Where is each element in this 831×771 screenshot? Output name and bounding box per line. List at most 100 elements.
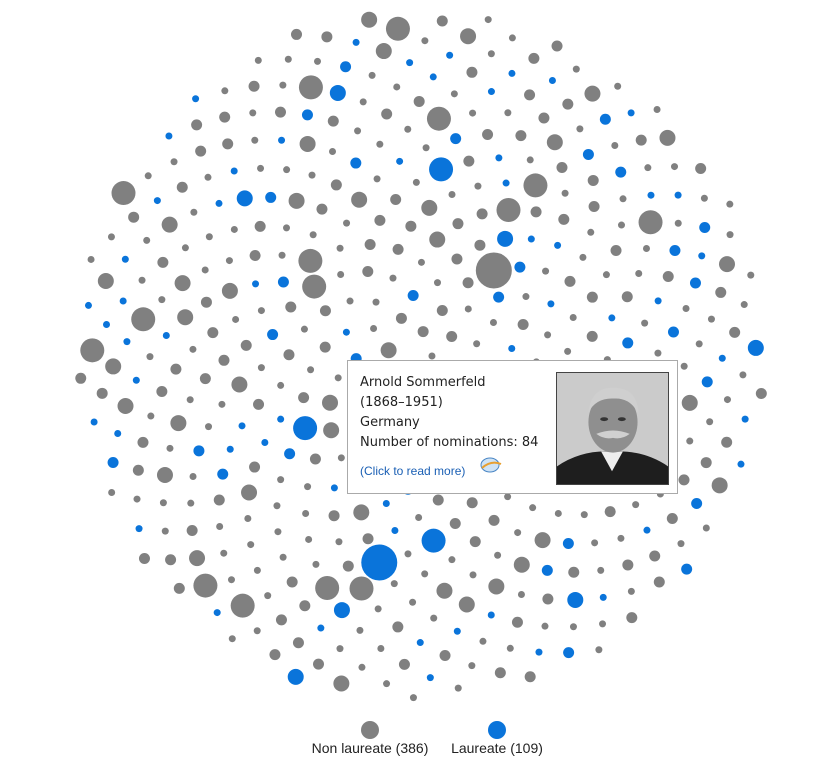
nominee-bubble xyxy=(614,82,622,90)
nominee-bubble xyxy=(621,291,633,303)
nominee-bubble xyxy=(156,385,168,397)
nominee-bubble xyxy=(75,372,87,384)
nominee-bubble xyxy=(251,136,259,144)
nominee-bubble xyxy=(715,286,727,298)
nominee-bubble xyxy=(615,166,627,178)
nominee-bubble xyxy=(460,28,477,45)
nominee-bubble xyxy=(597,566,605,574)
nominee-bubble xyxy=(393,83,401,91)
nominee-bubble xyxy=(153,197,161,205)
nominee-bubble xyxy=(395,312,407,324)
nominee-bubble xyxy=(476,208,488,220)
nominee-bubble xyxy=(373,175,381,183)
nominee-bubble xyxy=(174,275,191,292)
nominee-bubble xyxy=(463,155,475,167)
nominee-bubble xyxy=(330,484,338,492)
nominee-bubble xyxy=(415,514,423,522)
nominee-bubble xyxy=(277,381,285,389)
nominee-bubble xyxy=(739,371,747,379)
nominee-bubble xyxy=(173,582,185,594)
nominee-bubble xyxy=(334,374,342,382)
nominee-bubble xyxy=(528,52,540,64)
nominee-bubble xyxy=(321,31,333,43)
nominee-bubble xyxy=(343,219,351,227)
nominee-bubble xyxy=(474,239,486,251)
nominee-bubble xyxy=(215,199,223,207)
nominee-bubble xyxy=(218,354,230,366)
nominee-bubble xyxy=(454,684,462,692)
nominee-bubble xyxy=(493,291,505,303)
nominee-bubble xyxy=(458,596,475,613)
nominee-bubble xyxy=(406,59,414,67)
nominee-bubble xyxy=(354,127,362,135)
nominee-bubble xyxy=(361,544,398,581)
read-more-link[interactable]: (Click to read more) xyxy=(360,464,466,478)
nominee-bubble xyxy=(361,11,378,28)
nominee-bubble xyxy=(653,576,665,588)
nominee-bubble xyxy=(221,87,229,95)
nominee-bubble xyxy=(534,532,551,549)
nominee-bubble xyxy=(217,468,229,480)
nominee-bubble xyxy=(584,85,601,102)
nominee-bubble xyxy=(230,225,238,233)
nominee-bubble xyxy=(417,326,429,338)
nominee-bubble xyxy=(469,109,477,117)
nominee-bubble xyxy=(283,224,291,232)
nominee-bubble xyxy=(514,261,526,273)
nominee-bubble xyxy=(247,541,255,549)
nominee-bubble xyxy=(309,453,321,465)
nominee-bubble xyxy=(288,192,305,209)
nominee-bubble xyxy=(430,614,438,622)
nominee-bubble xyxy=(252,280,260,288)
nominee-bubble xyxy=(302,509,310,517)
nominee-bubble xyxy=(195,145,207,157)
nominee-bubble xyxy=(291,28,303,40)
nominee-bubble xyxy=(409,694,417,702)
nominee-bubble xyxy=(677,540,685,548)
nominee-bubble xyxy=(146,353,154,361)
nominee-bubble xyxy=(287,668,304,685)
nominee-bubble xyxy=(307,366,315,374)
nominee-bubble xyxy=(508,69,516,77)
legend-swatch xyxy=(488,721,506,739)
nominee-bubble xyxy=(191,119,203,131)
nominee-bubble xyxy=(132,464,144,476)
nominee-bubble xyxy=(426,106,451,131)
nominee-bubble xyxy=(349,576,374,601)
nominee-bubble xyxy=(508,34,516,42)
nominee-bubble xyxy=(487,88,495,96)
nominee-bubble xyxy=(308,171,316,179)
nominee-bubble xyxy=(695,162,707,174)
nominee-bubble xyxy=(706,418,714,426)
nominee-bubble xyxy=(257,164,265,172)
nominee-bubble xyxy=(591,539,599,547)
nominee-bubble xyxy=(608,314,616,322)
nominee-bubble xyxy=(701,376,713,388)
nominee-bubble xyxy=(558,213,570,225)
nominee-bubble xyxy=(417,258,425,266)
nominee-bubble xyxy=(412,178,420,186)
nominee-bubble xyxy=(161,216,178,233)
nominee-bubble xyxy=(669,244,681,256)
nominee-bubble xyxy=(269,649,281,661)
nominee-bubble xyxy=(547,300,555,308)
nominee-bubble xyxy=(416,639,424,647)
nominee-bubble xyxy=(405,220,417,232)
nominee-bubble xyxy=(433,279,441,287)
nominee-bubble xyxy=(253,398,265,410)
nominee-bubble xyxy=(213,609,221,617)
nominee-bubble xyxy=(157,256,169,268)
nominee-bubble xyxy=(352,38,360,46)
nominee-bubble xyxy=(707,315,715,323)
nominee-bubble xyxy=(385,16,410,41)
nominee-bubble xyxy=(422,144,430,152)
nominee-bubble xyxy=(117,397,134,414)
nominee-bubble xyxy=(542,593,554,605)
nominee-bubble xyxy=(375,43,392,60)
nominee-bubble xyxy=(236,190,253,207)
nominee-bubble xyxy=(309,231,317,239)
nominee-bubble xyxy=(626,612,638,624)
nominee-bubble xyxy=(128,211,140,223)
tooltip-country: Germany xyxy=(360,415,420,430)
nominee-bubble xyxy=(298,75,323,100)
